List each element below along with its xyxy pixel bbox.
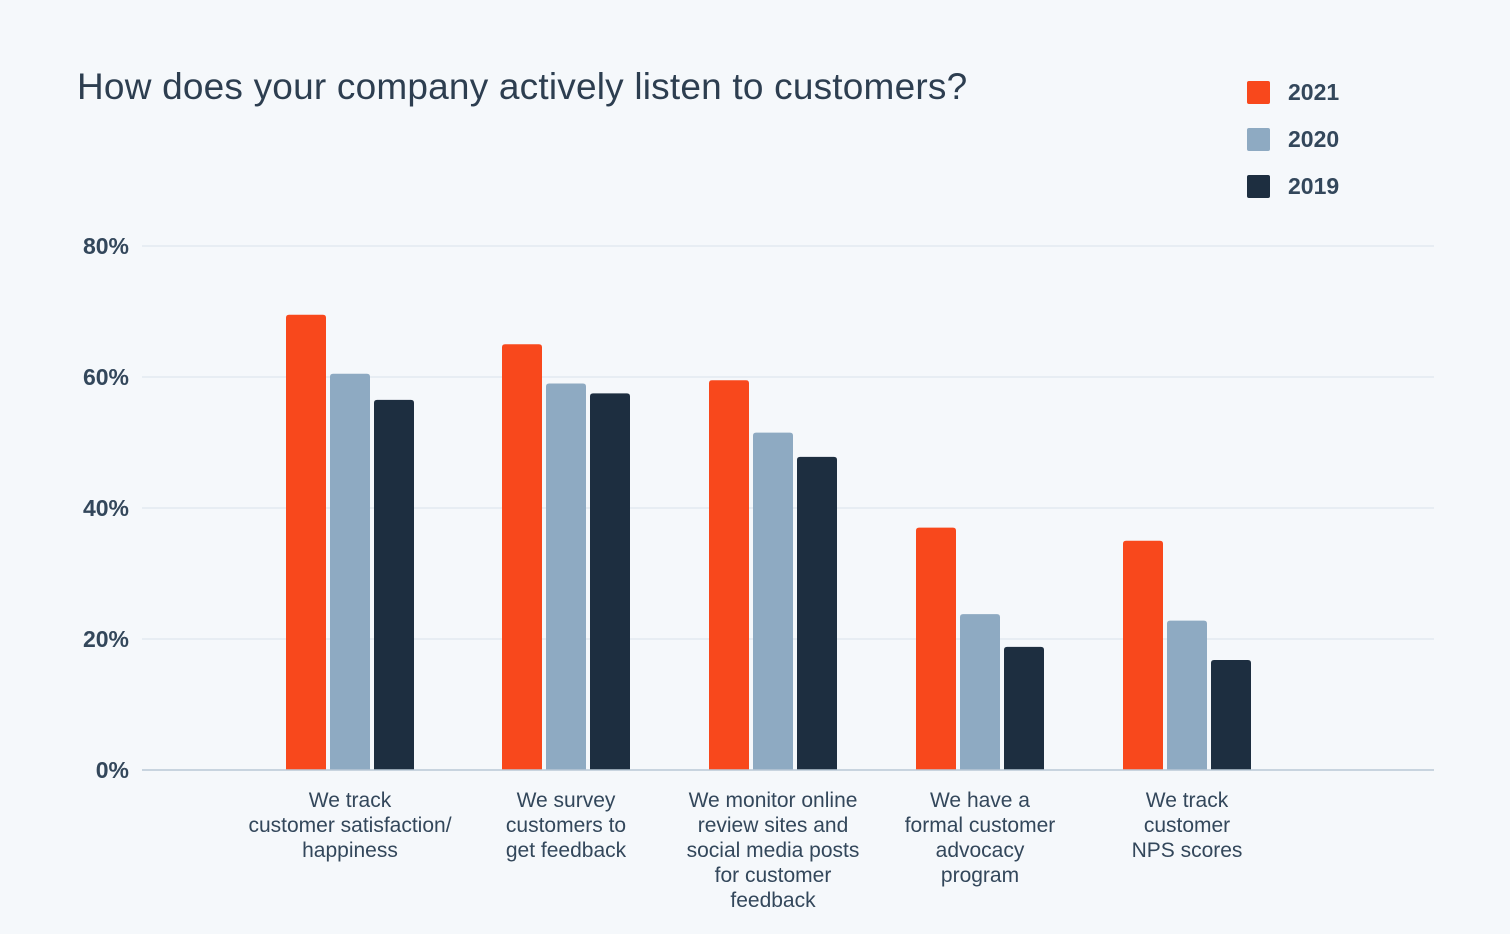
bar-2020 [546, 383, 586, 770]
legend-label-2020: 2020 [1288, 126, 1339, 152]
x-category-label-line: advocacy [936, 839, 1025, 862]
legend-swatch-2020 [1247, 128, 1270, 151]
y-tick-label: 20% [83, 626, 129, 652]
y-tick-label: 80% [83, 233, 129, 259]
y-axis-ticks: 0% 20% 40% 60% 80% [83, 233, 129, 783]
x-category-label-line: for customer [715, 864, 832, 887]
x-category-label-line: We have a [930, 789, 1030, 812]
legend-swatch-2021 [1247, 81, 1270, 104]
x-category-label-line: customer satisfaction/ [248, 814, 451, 837]
bar-2020 [753, 432, 793, 770]
x-category-label-line: We survey [517, 789, 616, 812]
x-category-label-line: customer [1144, 814, 1230, 837]
x-category-label-line: customers to [506, 814, 626, 837]
bar-2019 [1004, 646, 1044, 770]
x-category-label: We monitor online review sites and social … [687, 789, 860, 912]
bar-2020 [960, 614, 1000, 770]
x-category-label-line: get feedback [506, 839, 627, 862]
x-category-label-line: We monitor online [689, 789, 858, 812]
x-category-label-line: NPS scores [1132, 839, 1243, 862]
bars [286, 314, 1251, 770]
bar-2021 [286, 314, 326, 770]
bar-2021 [709, 380, 749, 770]
x-axis-category-labels: We track customer satisfaction/happinessW… [248, 789, 1242, 912]
x-category-label-line: happiness [302, 839, 398, 862]
legend: 2021 2020 2019 [1247, 79, 1339, 199]
bar-2019 [797, 456, 837, 770]
x-category-label-line: review sites and [698, 814, 849, 837]
legend-label-2021: 2021 [1288, 79, 1339, 105]
y-tick-label: 0% [96, 757, 129, 783]
bar-2021 [502, 344, 542, 770]
legend-label-2019: 2019 [1288, 173, 1339, 199]
chart-title: How does your company actively listen to… [77, 66, 968, 107]
bar-2019 [590, 393, 630, 770]
bar-2020 [1167, 620, 1207, 770]
x-category-label: We track customer satisfaction/happiness [248, 789, 451, 862]
x-category-label: We have a formal customer advocacy program [905, 789, 1056, 887]
x-category-label-line: social media posts [687, 839, 860, 862]
y-tick-label: 40% [83, 495, 129, 521]
x-category-label-line: feedback [730, 889, 816, 912]
bar-2019 [1211, 659, 1251, 770]
x-category-label: We survey customers to get feedback [506, 789, 627, 862]
bar-2021 [916, 527, 956, 770]
x-category-label-line: formal customer [905, 814, 1056, 837]
y-tick-label: 60% [83, 364, 129, 390]
x-category-label: We track customer NPS scores [1132, 789, 1243, 862]
bar-2021 [1123, 540, 1163, 770]
x-category-label-line: program [941, 864, 1019, 887]
x-category-label-line: We track [309, 789, 392, 812]
legend-swatch-2019 [1247, 175, 1270, 198]
x-category-label-line: We track [1146, 789, 1229, 812]
bar-2020 [330, 373, 370, 770]
bar-2019 [374, 399, 414, 770]
